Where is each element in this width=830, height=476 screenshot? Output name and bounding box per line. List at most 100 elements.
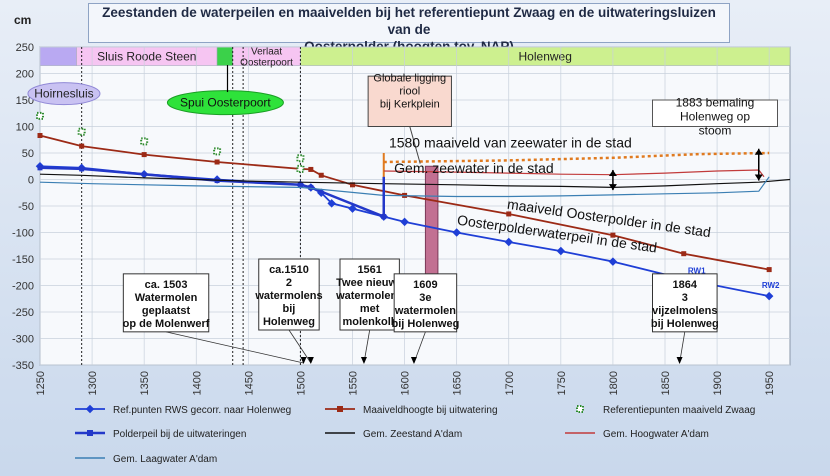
data-point [318, 172, 324, 178]
arrow-head [608, 184, 617, 191]
data-point [308, 184, 314, 190]
bemaling-box [652, 99, 778, 127]
data-point [766, 267, 772, 273]
hoirnesluis-label: Hoirnesluis [34, 87, 93, 101]
x-tick-label: 1750 [556, 371, 568, 395]
period-label-4: Holenweg [519, 50, 572, 64]
annotation-text-0: ca. 1503 Watermolen geplaatst op de Molenwe… [123, 279, 210, 330]
annotation-text-2: 1561 Twee nieuwe watermolens met molenkolk [335, 264, 403, 328]
annotation-text-1: ca.1510 2 watermolens bij Holenweg [254, 264, 322, 328]
y-tick-label: 200 [16, 69, 34, 81]
data-point [608, 257, 618, 266]
rw1-label: RW1 [688, 266, 706, 275]
y-tick-label: 0 [28, 175, 34, 187]
y-tick-label: 250 [16, 42, 34, 54]
period-band-2 [216, 46, 233, 66]
annotation-arrowhead [410, 357, 417, 364]
legend-swatch-marker [576, 405, 584, 413]
legend-swatch-marker [337, 406, 343, 412]
data-point [348, 204, 357, 213]
y-axis-label: cm [14, 13, 31, 27]
legend-label-3: Polderpeil bij de uitwateringen [113, 429, 246, 440]
period-band-0 [39, 46, 77, 66]
annotation-arrowhead [307, 357, 314, 364]
legend-swatch-marker [85, 404, 95, 414]
legend-label-0: Ref.punten RWS gecorr. naar Holenweg [113, 405, 291, 416]
hoirnesluis-ellipse [27, 82, 101, 106]
annotation-arrowhead [360, 357, 367, 364]
data-point [350, 182, 355, 188]
y-tick-label: -200 [12, 281, 34, 293]
gem-zeewater-label: Gem. zeewater in de stad [394, 160, 554, 176]
y-tick-label: 100 [16, 122, 34, 134]
annotation-pointer [288, 329, 312, 364]
annotation-pointer [165, 331, 304, 364]
chart-title: Zeestanden de waterpeilen en maaivelden … [88, 3, 730, 54]
maaiveld-1580-label: 1580 maaiveld van zeewater in de stad [389, 135, 632, 151]
data-point [36, 111, 44, 120]
x-tick-label: 1500 [295, 371, 307, 395]
data-point [141, 152, 147, 158]
x-tick-label: 1850 [660, 371, 672, 395]
rw2-label: RW2 [762, 281, 780, 290]
data-point [296, 164, 305, 173]
data-point [213, 147, 222, 156]
data-point [296, 154, 305, 163]
data-point [610, 232, 616, 238]
arrow-head [754, 174, 763, 181]
x-tick-label: 1550 [348, 371, 360, 395]
data-point [506, 211, 512, 217]
x-tick-label: 1450 [243, 371, 255, 395]
y-tick-label: -100 [12, 228, 34, 240]
x-tick-label: 1950 [764, 371, 776, 395]
series-line-3 [39, 166, 385, 218]
legend-label-4: Gem. Zeestand A'dam [363, 429, 462, 440]
data-point [327, 199, 336, 208]
legend-label-5: Gem. Hoogwater A'dam [603, 429, 709, 440]
data-point [140, 137, 149, 146]
annotation-arrowhead [676, 357, 683, 364]
data-point [452, 228, 461, 237]
y-tick-label: -250 [12, 307, 34, 319]
data-point [79, 166, 85, 172]
y-tick-label: 50 [22, 148, 34, 160]
arrow-head [754, 148, 763, 155]
x-tick-label: 1800 [608, 371, 620, 395]
bemaling-label: 1883 bemaling Holenweg op stoom [676, 95, 755, 137]
legend-label-1: Maaiveldhoogte bij uitwatering [363, 405, 498, 416]
data-point [37, 165, 43, 171]
x-tick-label: 1600 [400, 371, 412, 395]
annotation-box-2 [339, 258, 400, 331]
arrow-head [608, 169, 617, 176]
x-tick-label: 1700 [504, 371, 516, 395]
x-tick-label: 1900 [712, 371, 724, 395]
period-label-3: Verlaat Oosterpoort [240, 47, 293, 69]
data-point [764, 291, 774, 301]
annotation-box-0 [122, 273, 210, 333]
series-line-6 [39, 176, 770, 198]
legend-label-2: Referentiepunten maaiveld Zwaag [603, 405, 755, 416]
data-point [504, 237, 513, 247]
riool-label: Globale ligging riool bij Kerkplein [373, 72, 446, 110]
data-point [79, 143, 85, 149]
data-point [214, 159, 220, 165]
data-point [681, 251, 687, 257]
riool-bar [424, 165, 439, 280]
data-point [297, 182, 303, 188]
title-line-1: Zeestanden de waterpeilen en maaivelden … [102, 5, 716, 37]
x-tick-label: 1250 [35, 371, 47, 395]
spui-label: Spui Oosterpoort [180, 96, 271, 110]
x-tick-label: 1400 [191, 371, 203, 395]
y-tick-label: -300 [12, 334, 34, 346]
y-tick-label: -350 [12, 360, 34, 372]
x-tick-label: 1350 [139, 371, 151, 395]
legend-swatch-marker [87, 430, 93, 436]
period-label-1: Sluis Roode Steen [97, 50, 196, 64]
riool-pointer [409, 126, 421, 164]
x-tick-label: 1300 [87, 371, 99, 395]
y-tick-label: 150 [16, 95, 34, 107]
maaiveld-1580-line [383, 151, 770, 164]
y-tick-label: -50 [18, 201, 34, 213]
data-point [77, 127, 86, 136]
